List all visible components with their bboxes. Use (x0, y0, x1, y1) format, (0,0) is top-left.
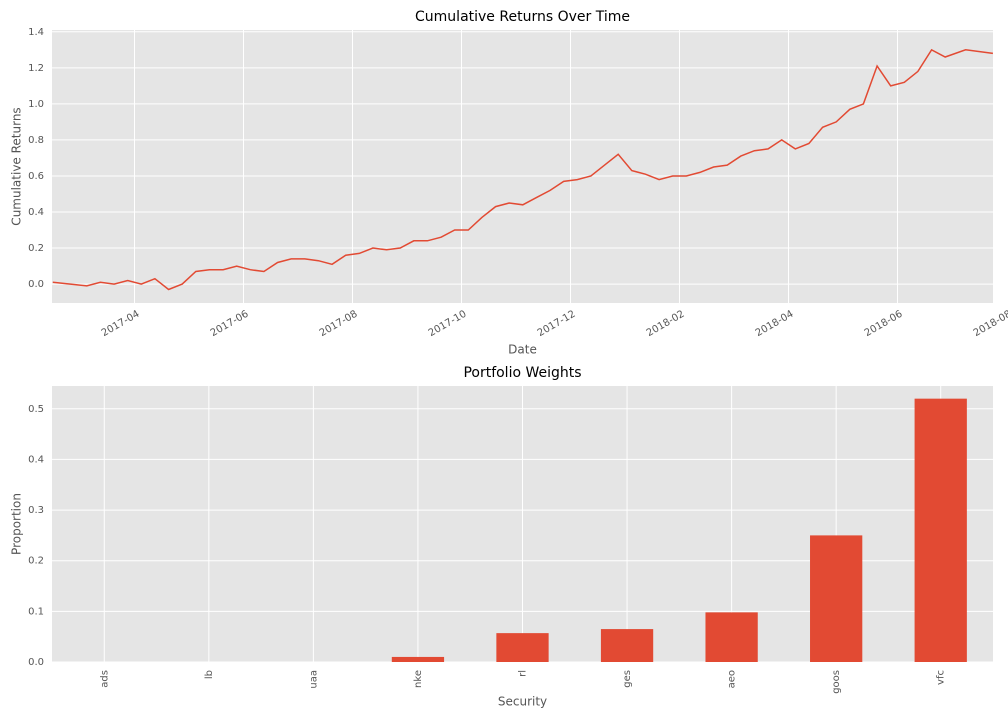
y-tick-label: 0.0 (28, 279, 44, 290)
y-tick-label: 0.4 (28, 454, 44, 465)
bar (496, 633, 549, 662)
x-tick-label: vfc (936, 670, 947, 685)
y-tick-label: 1.2 (28, 63, 44, 74)
bar (391, 656, 445, 662)
bar (914, 398, 967, 662)
bar (705, 612, 758, 662)
plot-background (52, 30, 993, 303)
y-axis-label: Cumulative Returns (10, 107, 24, 225)
x-tick-label: 2017-04 (100, 309, 142, 339)
x-tick-label: ads (99, 670, 110, 688)
x-tick-label: uaa (308, 670, 319, 689)
y-tick-label: 1.4 (28, 27, 44, 38)
y-tick-label: 0.0 (28, 657, 44, 668)
x-tick-label: rl (518, 670, 529, 677)
x-tick-label: 2017-12 (536, 309, 578, 339)
x-axis-label: Security (498, 695, 547, 709)
y-tick-label: 1.0 (28, 99, 44, 110)
bar (810, 535, 863, 662)
x-tick-label: 2018-04 (754, 309, 796, 339)
x-tick-label: 2017-08 (318, 309, 360, 339)
x-tick-label: lb (204, 670, 215, 679)
y-tick-label: 0.3 (28, 505, 44, 516)
x-tick-label: ges (622, 670, 633, 688)
chart-title: Portfolio Weights (463, 365, 581, 381)
x-tick-label: aeo (727, 670, 738, 688)
bar (600, 629, 654, 662)
y-tick-label: 0.4 (28, 207, 44, 218)
y-axis-label: Proportion (10, 493, 24, 555)
y-tick-label: 0.5 (28, 404, 44, 415)
x-tick-label: nke (413, 670, 424, 688)
x-tick-label: goos (831, 670, 842, 694)
x-tick-label: 2018-02 (645, 309, 687, 339)
chart-title: Cumulative Returns Over Time (415, 9, 630, 25)
y-tick-label: 0.2 (28, 556, 44, 567)
x-axis-label: Date (508, 343, 537, 357)
x-tick-label: 2017-10 (427, 309, 469, 339)
y-tick-label: 0.8 (28, 135, 44, 146)
x-tick-label: 2018-08 (972, 309, 1008, 339)
line-series (52, 48, 993, 291)
x-tick-label: 2017-06 (209, 309, 251, 339)
y-tick-label: 0.1 (28, 606, 44, 617)
x-tick-label: 2018-06 (863, 309, 905, 339)
y-tick-label: 0.2 (28, 243, 44, 254)
y-tick-label: 0.6 (28, 171, 44, 182)
